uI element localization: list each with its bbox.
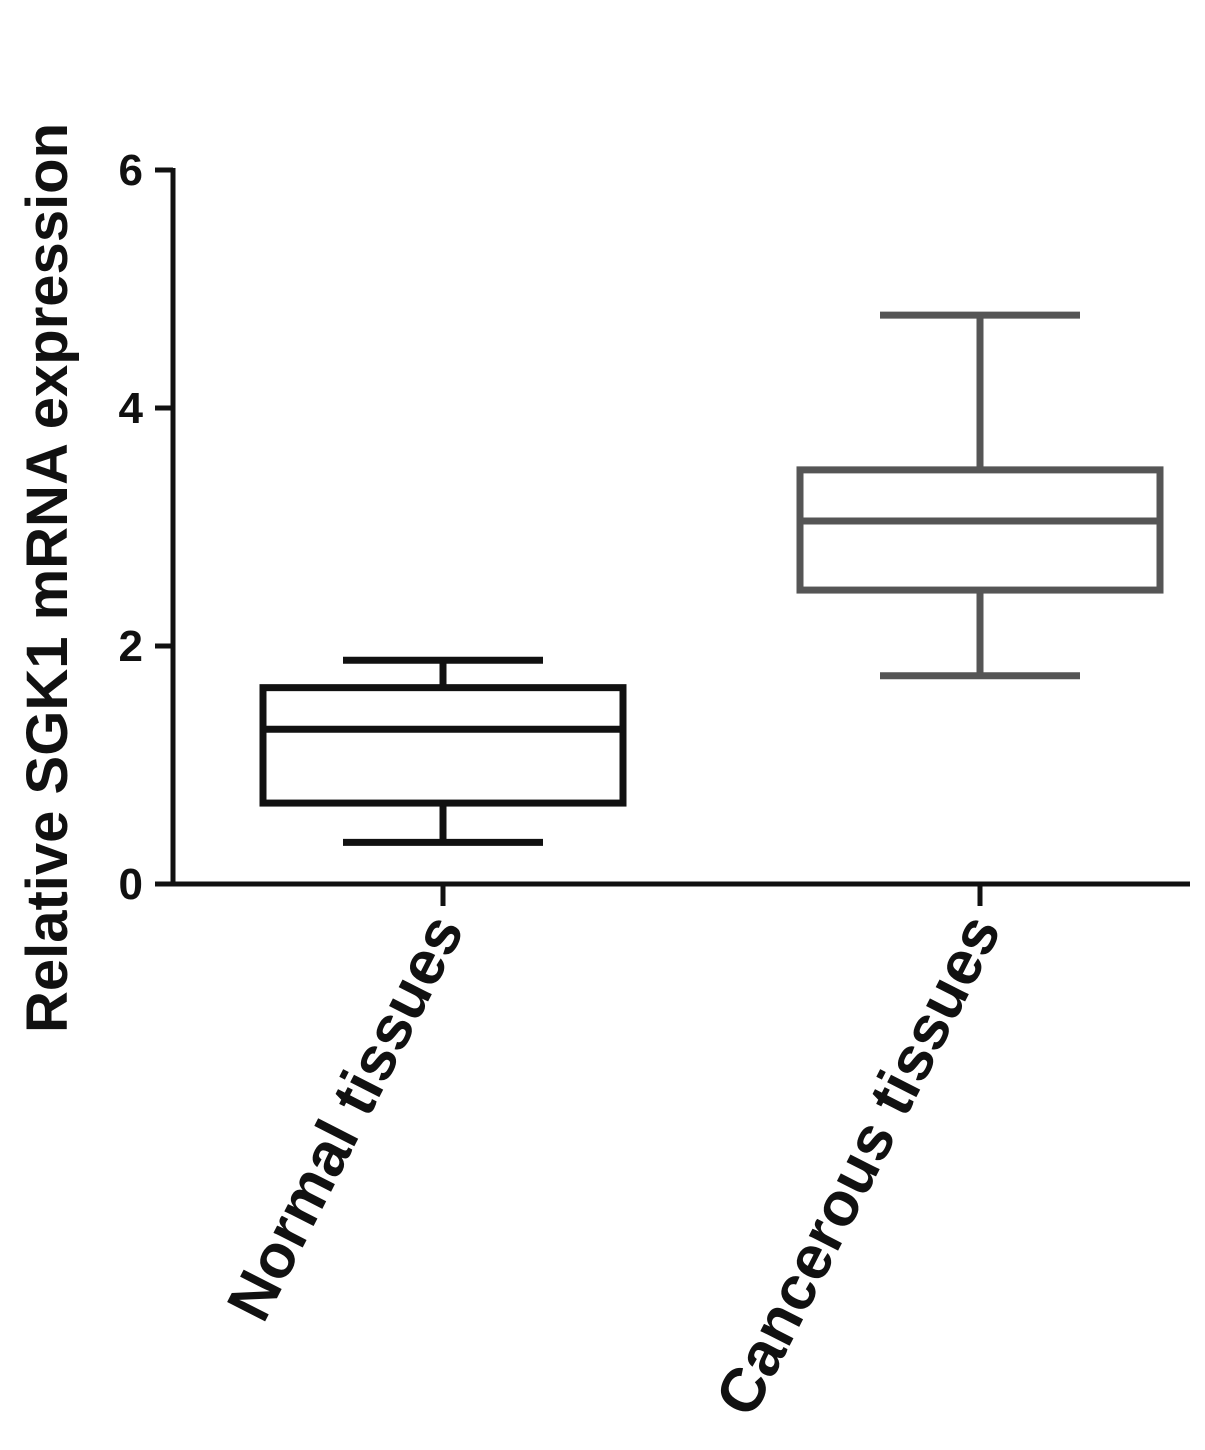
box-0	[259, 656, 627, 846]
y-tick-label-0: 0	[119, 860, 143, 909]
plot-area: 0 2 4 6 Normal tissues Cancerous tissues	[119, 146, 1190, 1427]
iqr-box-1	[796, 466, 1164, 594]
y-tick-label-3: 6	[119, 146, 143, 195]
iqr-box-0	[259, 684, 627, 807]
x-category-label-0: Normal tissues	[214, 904, 477, 1331]
y-axis-title: Relative SGK1 mRNA expression	[15, 123, 80, 1033]
y-ticks: 0 2 4 6	[119, 146, 173, 909]
y-tick-label-1: 2	[119, 622, 143, 671]
boxes	[259, 311, 1164, 846]
x-ticks: Normal tissues Cancerous tissues	[214, 884, 1014, 1427]
x-category-label-1: Cancerous tissues	[703, 904, 1015, 1427]
y-tick-label-2: 4	[119, 384, 144, 433]
box-1	[796, 311, 1164, 680]
